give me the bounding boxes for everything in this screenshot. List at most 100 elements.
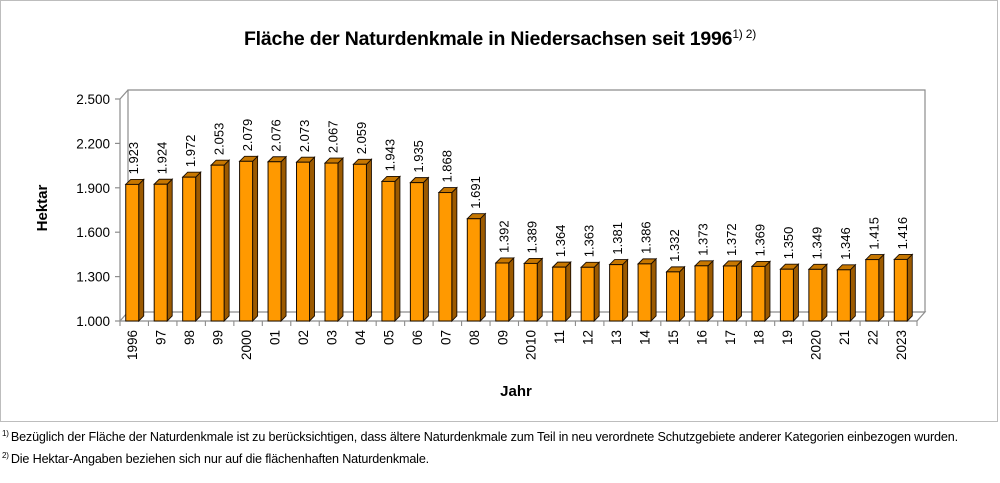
bar-front [466,218,481,322]
bar [295,156,316,323]
x-axis-title: Jahr [500,383,532,400]
bar [893,253,914,323]
x-tick-label: 98 [182,330,197,345]
x-tick-label: 2000 [239,330,254,360]
bar [693,259,715,323]
bar [466,212,487,323]
bar-front [381,180,396,322]
bar-front [552,266,567,322]
bar [864,253,885,323]
bar-side [849,263,856,323]
data-label: 1.364 [553,225,568,258]
footnote-marker: 2) [2,450,9,460]
data-label: 2.067 [325,121,340,154]
data-label: 1.415 [866,217,881,250]
data-label: 2.073 [297,120,312,153]
data-label: 1.389 [525,221,540,254]
bar-front [637,263,652,322]
bar [380,175,401,323]
data-label: 1.691 [468,176,483,209]
data-label: 2.079 [240,119,255,152]
bar-side [878,253,885,323]
data-label: 2.053 [212,123,227,156]
data-label: 1.349 [809,227,824,260]
chart-title-footnote-markers: 1) 2) [732,27,757,41]
bar [352,158,373,323]
bar [836,263,857,323]
x-tick-label: 03 [324,330,339,345]
x-tick-label: 22 [865,330,880,345]
bar [323,156,345,323]
bar [494,256,515,323]
y-tick-label: 2.500 [76,92,110,107]
bar-front [267,161,282,322]
bar-front [666,271,681,322]
bar [665,265,686,323]
x-tick-label: 06 [410,330,425,345]
bar-side [821,263,828,323]
bar-front [324,162,339,322]
bar [124,178,145,323]
bar [210,159,231,323]
bar-front [722,265,737,322]
bar-front [182,176,197,322]
bar [807,263,828,323]
data-label: 1.416 [895,217,910,250]
footnotes: 1) Bezüglich der Fläche der Naturdenkmale… [2,425,998,468]
x-tick-label: 97 [154,330,169,345]
bar-side [764,260,771,323]
x-tick-label: 12 [581,330,596,345]
bar-side [906,253,913,323]
x-tick-label: 02 [296,330,311,345]
data-label: 1.868 [439,150,454,183]
bar-front [609,264,624,322]
bar [580,261,601,323]
footnote-text: Die Hektar-Angaben beziehen sich nur auf… [10,451,430,466]
bar-side [792,263,799,323]
x-tick-label: 01 [268,330,283,345]
bar-front [779,268,794,322]
bar-side [422,176,429,323]
x-tick-label: 08 [467,330,482,345]
x-tick-label: 19 [780,330,795,345]
y-axis-title: Hektar [34,184,51,231]
data-label: 1.369 [752,224,767,257]
x-tick-label: 2010 [524,330,539,360]
bar-side [679,265,686,323]
bar [750,260,772,323]
x-tick-label: 07 [438,330,453,345]
x-tick-label: 21 [837,330,852,345]
bar [181,171,202,323]
bar-side [451,186,458,323]
data-label: 1.372 [724,223,739,256]
bar-front [210,164,225,322]
bar-front [239,160,254,322]
bar-side [394,175,401,323]
bar [238,155,259,323]
bar [551,261,572,323]
x-tick-label: 14 [638,330,653,346]
bar-front [296,161,311,322]
bar-side [508,256,515,323]
bar-side [707,259,714,323]
data-label: 1.935 [411,140,426,173]
data-label: 1.381 [610,222,625,255]
bar-front [125,183,140,322]
data-label: 2.059 [354,122,369,155]
bar [608,258,629,323]
footnote-marker: 1) [2,429,9,438]
bar-side [736,259,742,323]
bar-side [166,178,173,323]
y-tick-label: 1.300 [76,270,110,285]
bar-front [694,265,709,322]
y-tick-label: 2.200 [76,136,110,151]
bar-front [580,266,595,322]
bar [722,259,743,323]
chart-title-text: Fläche der Naturdenkmale in Niedersachse… [243,28,733,50]
bar-front [495,262,510,322]
bar-side [138,178,145,323]
chart-title: Fläche der Naturdenkmale in Niedersachse… [0,27,1000,51]
data-label: 1.924 [155,142,170,175]
bar-front [409,182,424,322]
bar-side [280,155,287,323]
